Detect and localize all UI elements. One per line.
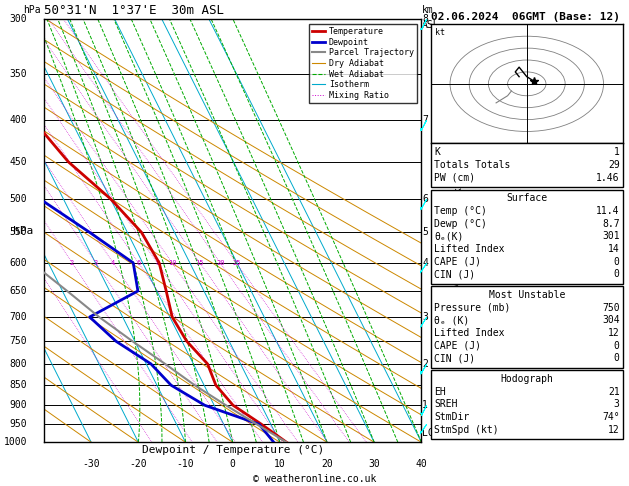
Text: hPa: hPa xyxy=(23,5,41,15)
Text: 850: 850 xyxy=(9,380,27,390)
Text: 20: 20 xyxy=(216,260,225,266)
Text: 6: 6 xyxy=(136,260,141,266)
Text: 10: 10 xyxy=(274,459,286,469)
Text: 1000: 1000 xyxy=(4,437,27,447)
Text: 4: 4 xyxy=(422,258,428,268)
Text: Surface: Surface xyxy=(506,193,547,204)
Text: 3: 3 xyxy=(94,260,98,266)
Text: 0: 0 xyxy=(614,257,620,267)
Text: 450: 450 xyxy=(9,157,27,167)
Text: 350: 350 xyxy=(9,69,27,79)
Text: Temp (°C): Temp (°C) xyxy=(434,206,487,216)
Text: Lifted Index: Lifted Index xyxy=(434,328,504,338)
Text: 12: 12 xyxy=(608,425,620,435)
Text: 1.46: 1.46 xyxy=(596,173,620,183)
Text: 20: 20 xyxy=(321,459,333,469)
Text: 2: 2 xyxy=(422,359,428,369)
Text: -20: -20 xyxy=(130,459,147,469)
Text: 550: 550 xyxy=(9,227,27,237)
Text: 10: 10 xyxy=(168,260,176,266)
Text: 650: 650 xyxy=(9,286,27,296)
Text: Mixing Ratio (g/kg): Mixing Ratio (g/kg) xyxy=(454,175,464,287)
Text: Totals Totals: Totals Totals xyxy=(434,160,510,170)
Text: 14: 14 xyxy=(608,244,620,254)
Text: 8.7: 8.7 xyxy=(602,219,620,229)
Text: 02.06.2024  06GMT (Base: 12): 02.06.2024 06GMT (Base: 12) xyxy=(431,12,620,22)
Text: 8: 8 xyxy=(155,260,159,266)
Text: CAPE (J): CAPE (J) xyxy=(434,341,481,351)
Text: -10: -10 xyxy=(177,459,194,469)
Text: 900: 900 xyxy=(9,400,27,410)
Text: LCL: LCL xyxy=(422,428,440,438)
Text: Hodograph: Hodograph xyxy=(500,374,554,384)
X-axis label: Dewpoint / Temperature (°C): Dewpoint / Temperature (°C) xyxy=(142,445,324,455)
Text: 500: 500 xyxy=(9,194,27,204)
Text: 7: 7 xyxy=(422,116,428,125)
Text: -30: -30 xyxy=(82,459,100,469)
Text: km: km xyxy=(422,5,434,15)
Text: 15: 15 xyxy=(196,260,204,266)
Text: 750: 750 xyxy=(9,336,27,346)
Text: 3: 3 xyxy=(614,399,620,410)
Text: 700: 700 xyxy=(9,312,27,322)
Text: 300: 300 xyxy=(9,15,27,24)
Text: 11.4: 11.4 xyxy=(596,206,620,216)
Text: 0: 0 xyxy=(230,459,236,469)
Text: 30: 30 xyxy=(369,459,380,469)
Text: 0: 0 xyxy=(614,353,620,364)
Text: 800: 800 xyxy=(9,359,27,369)
Text: 0: 0 xyxy=(614,341,620,351)
Text: 12: 12 xyxy=(608,328,620,338)
Text: StmDir: StmDir xyxy=(434,412,469,422)
Text: CAPE (J): CAPE (J) xyxy=(434,257,481,267)
Text: 750: 750 xyxy=(602,303,620,313)
Text: Dewp (°C): Dewp (°C) xyxy=(434,219,487,229)
Text: θₑ (K): θₑ (K) xyxy=(434,315,469,326)
Text: 40: 40 xyxy=(416,459,427,469)
Text: hPa: hPa xyxy=(13,226,33,236)
Text: 304: 304 xyxy=(602,315,620,326)
Text: 50°31'N  1°37'E  30m ASL: 50°31'N 1°37'E 30m ASL xyxy=(44,4,224,17)
Text: kt: kt xyxy=(435,28,445,37)
Text: EH: EH xyxy=(434,387,446,397)
Text: 74°: 74° xyxy=(602,412,620,422)
Text: © weatheronline.co.uk: © weatheronline.co.uk xyxy=(253,473,376,484)
Text: 5: 5 xyxy=(422,227,428,237)
Text: 0: 0 xyxy=(614,269,620,279)
Legend: Temperature, Dewpoint, Parcel Trajectory, Dry Adiabat, Wet Adiabat, Isotherm, Mi: Temperature, Dewpoint, Parcel Trajectory… xyxy=(309,24,417,103)
Text: 1: 1 xyxy=(614,147,620,157)
Text: SREH: SREH xyxy=(434,399,457,410)
Text: 29: 29 xyxy=(608,160,620,170)
Text: 600: 600 xyxy=(9,258,27,268)
Text: 6: 6 xyxy=(422,194,428,204)
Text: Most Unstable: Most Unstable xyxy=(489,290,565,300)
Text: PW (cm): PW (cm) xyxy=(434,173,475,183)
Text: CIN (J): CIN (J) xyxy=(434,269,475,279)
Text: 400: 400 xyxy=(9,116,27,125)
Text: ASL: ASL xyxy=(422,20,440,30)
Text: 2: 2 xyxy=(70,260,74,266)
Text: 25: 25 xyxy=(232,260,241,266)
Text: 8: 8 xyxy=(422,15,428,24)
Text: 950: 950 xyxy=(9,419,27,429)
Text: 4: 4 xyxy=(111,260,115,266)
Text: Pressure (mb): Pressure (mb) xyxy=(434,303,510,313)
Text: 1: 1 xyxy=(422,400,428,410)
Text: CIN (J): CIN (J) xyxy=(434,353,475,364)
Text: StmSpd (kt): StmSpd (kt) xyxy=(434,425,499,435)
Text: θₑ(K): θₑ(K) xyxy=(434,231,464,242)
Text: K: K xyxy=(434,147,440,157)
Text: 3: 3 xyxy=(422,312,428,322)
Text: 21: 21 xyxy=(608,387,620,397)
Text: 301: 301 xyxy=(602,231,620,242)
Text: Lifted Index: Lifted Index xyxy=(434,244,504,254)
